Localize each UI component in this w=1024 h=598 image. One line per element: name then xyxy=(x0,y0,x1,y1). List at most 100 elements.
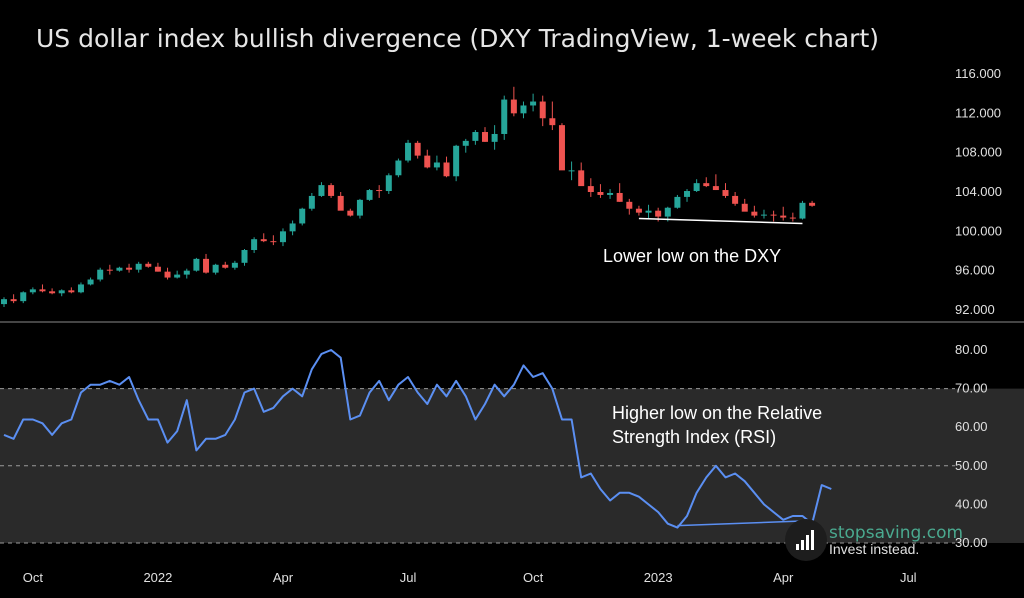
candle xyxy=(395,158,402,178)
candle-body xyxy=(549,118,556,126)
candle xyxy=(376,185,383,198)
candle xyxy=(270,235,277,246)
candle xyxy=(203,253,210,274)
candle-body xyxy=(732,195,739,204)
candle-body xyxy=(626,201,633,209)
candle-body xyxy=(347,210,354,216)
candle-body xyxy=(126,267,133,270)
candle xyxy=(77,282,84,294)
candle xyxy=(712,174,719,191)
rsi-tick-label: 40.00 xyxy=(955,496,988,511)
rsi-tick-label: 60.00 xyxy=(955,419,988,434)
candle xyxy=(231,260,238,270)
candle-body xyxy=(116,267,123,271)
candle-body xyxy=(424,155,431,168)
candle-body xyxy=(587,186,594,192)
candle-body xyxy=(433,162,440,168)
candle-body xyxy=(289,223,296,232)
candle xyxy=(587,178,594,197)
candle xyxy=(703,177,710,188)
candle xyxy=(674,194,681,209)
price-tick-label: 116.000 xyxy=(955,66,1001,81)
candle xyxy=(356,198,363,219)
candle-body xyxy=(462,140,469,146)
candle-body xyxy=(414,142,421,156)
candle-body xyxy=(741,203,748,212)
candle xyxy=(741,198,748,212)
price-tick-label: 104.000 xyxy=(955,184,1002,199)
candle xyxy=(616,183,623,202)
candle xyxy=(799,200,806,220)
candle-body xyxy=(318,185,325,196)
candle xyxy=(193,257,200,272)
candle xyxy=(174,270,181,279)
candle-body xyxy=(616,192,623,202)
candle xyxy=(183,268,190,279)
candle-body xyxy=(751,211,758,216)
candle xyxy=(212,263,219,275)
candle-body xyxy=(539,101,546,119)
x-tick-label: Apr xyxy=(773,570,794,585)
price-tick-label: 92.000 xyxy=(955,302,995,317)
candle-body xyxy=(270,241,277,243)
candle-body xyxy=(655,210,662,217)
candle-body xyxy=(510,99,517,114)
candle xyxy=(1,297,7,308)
candle xyxy=(424,149,431,169)
candle xyxy=(597,184,604,198)
candle-body xyxy=(366,190,373,200)
brand-name: stopsaving.com xyxy=(829,523,963,543)
candle xyxy=(222,261,229,269)
candle xyxy=(154,262,161,272)
candle-body xyxy=(453,145,460,177)
candle xyxy=(68,287,75,294)
candle-body xyxy=(722,190,729,196)
candle xyxy=(414,140,421,159)
candle xyxy=(20,291,27,304)
x-tick-label: Oct xyxy=(23,570,44,585)
rsi-line xyxy=(3,349,832,529)
candle xyxy=(29,287,36,295)
candle xyxy=(279,228,286,247)
candle-body xyxy=(703,183,710,187)
candle-body xyxy=(395,160,402,176)
candle-body xyxy=(491,133,498,142)
candle xyxy=(645,204,652,219)
candle-body xyxy=(376,190,383,192)
candle xyxy=(607,189,614,199)
candle-body xyxy=(607,192,614,195)
rsi-tick-label: 30.00 xyxy=(955,535,988,550)
candle xyxy=(145,261,152,268)
candle-body xyxy=(520,105,527,114)
candle-body xyxy=(241,250,248,263)
rsi-support-line xyxy=(677,519,813,527)
candle xyxy=(462,138,469,153)
candle-body xyxy=(597,192,604,195)
candle xyxy=(539,95,546,127)
rsi-tick-label: 50.00 xyxy=(955,458,988,473)
candle xyxy=(385,173,392,194)
candle-body xyxy=(135,263,142,270)
x-tick-label: Apr xyxy=(273,570,294,585)
rsi-annotation-line-1: Higher low on the Relative xyxy=(612,403,822,423)
candle-body xyxy=(645,210,652,213)
candle xyxy=(568,161,575,181)
candle xyxy=(578,162,585,187)
candle xyxy=(97,267,104,282)
candle xyxy=(501,95,508,140)
candle-body xyxy=(712,186,719,191)
candle xyxy=(626,198,633,215)
candle xyxy=(520,101,527,119)
candle xyxy=(87,277,94,286)
candle xyxy=(433,155,440,171)
rsi-pane: 80.00 70.00 60.00 50.00 40.00 30.00 xyxy=(0,342,1024,550)
candle-body xyxy=(385,175,392,192)
candle-body xyxy=(222,264,229,268)
candle-body xyxy=(443,162,450,177)
x-tick-label: Jul xyxy=(400,570,417,585)
candle-body xyxy=(780,215,787,218)
candle xyxy=(49,288,56,295)
candle-body xyxy=(789,217,796,219)
candle xyxy=(135,261,142,273)
candle-body xyxy=(174,274,181,278)
